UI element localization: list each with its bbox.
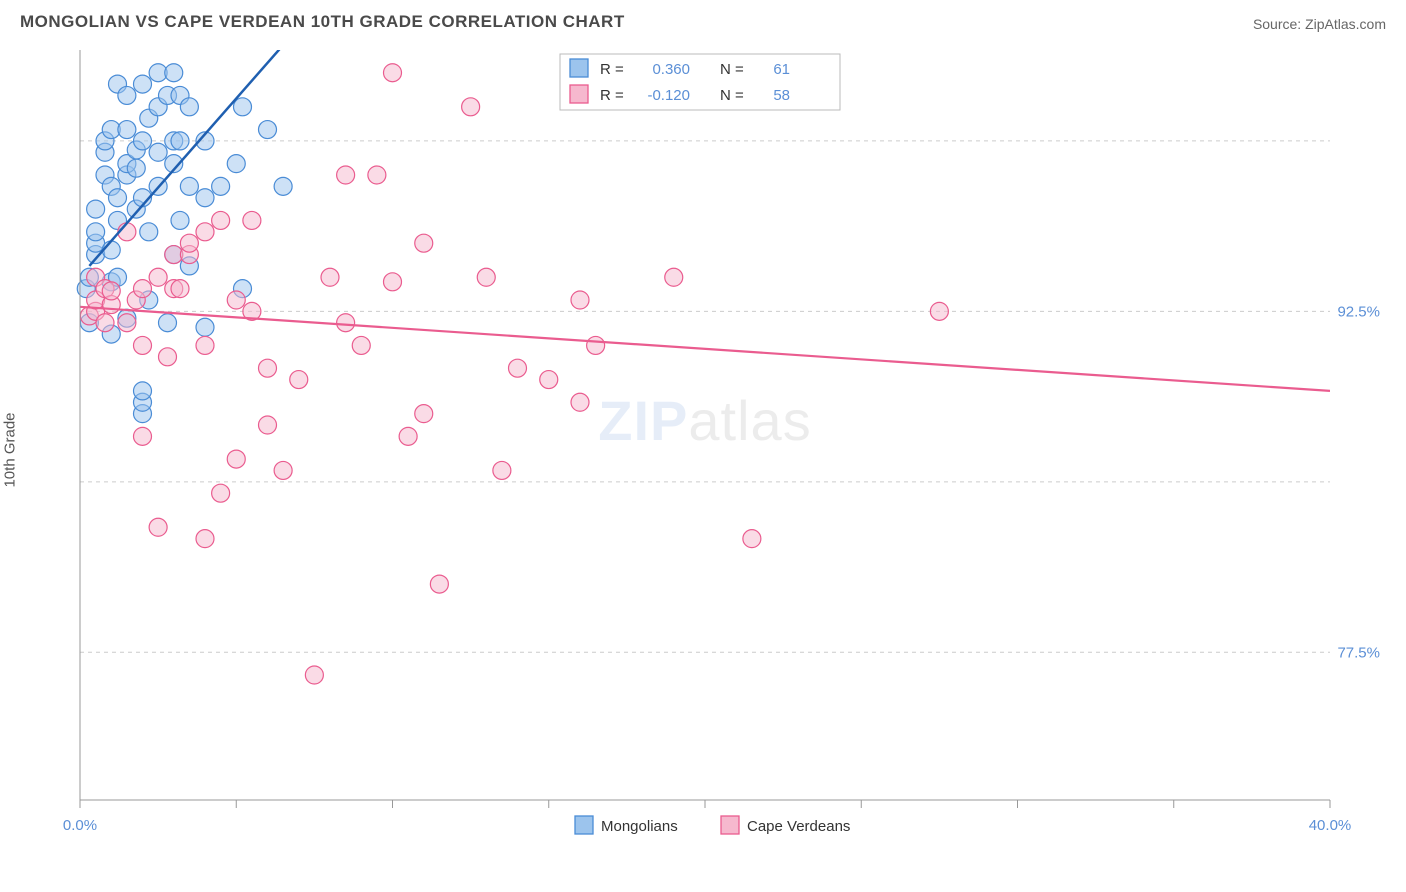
data-point: [165, 64, 183, 82]
data-point: [118, 86, 136, 104]
data-point: [196, 189, 214, 207]
legend-swatch-icon: [570, 85, 588, 103]
data-point: [337, 314, 355, 332]
data-point: [540, 371, 558, 389]
data-point: [227, 155, 245, 173]
data-point: [665, 268, 683, 286]
data-point: [171, 132, 189, 150]
data-point: [259, 416, 277, 434]
data-point: [212, 177, 230, 195]
data-point: [212, 484, 230, 502]
svg-text:58: 58: [773, 87, 790, 104]
data-point: [259, 359, 277, 377]
svg-text:61: 61: [773, 61, 790, 78]
data-point: [134, 336, 152, 354]
data-point: [180, 98, 198, 116]
source-label: Source: ZipAtlas.com: [1253, 16, 1386, 32]
svg-text:-0.120: -0.120: [647, 87, 690, 104]
data-point: [415, 234, 433, 252]
data-point: [571, 291, 589, 309]
data-point: [149, 143, 167, 161]
data-point: [149, 268, 167, 286]
legend-label: Mongolians: [601, 818, 678, 835]
svg-text:R =: R =: [600, 61, 624, 78]
data-point: [274, 461, 292, 479]
data-point: [930, 302, 948, 320]
data-point: [212, 211, 230, 229]
legend-label: Cape Verdeans: [747, 818, 850, 835]
data-point: [109, 189, 127, 207]
data-point: [180, 234, 198, 252]
data-point: [87, 200, 105, 218]
data-point: [234, 98, 252, 116]
data-point: [171, 280, 189, 298]
data-point: [227, 291, 245, 309]
chart-container: 10th Grade 77.5%92.5%ZIPatlas0.0%40.0%R …: [20, 40, 1386, 860]
data-point: [87, 223, 105, 241]
data-point: [180, 177, 198, 195]
data-point: [196, 318, 214, 336]
y-axis-label: 10th Grade: [2, 412, 19, 487]
data-point: [430, 575, 448, 593]
data-point: [290, 371, 308, 389]
svg-text:77.5%: 77.5%: [1337, 644, 1380, 661]
data-point: [571, 393, 589, 411]
data-point: [171, 211, 189, 229]
data-point: [462, 98, 480, 116]
data-point: [227, 450, 245, 468]
data-point: [134, 75, 152, 93]
data-point: [134, 427, 152, 445]
data-point: [477, 268, 495, 286]
svg-text:N =: N =: [720, 87, 744, 104]
page-title: MONGOLIAN VS CAPE VERDEAN 10TH GRADE COR…: [20, 12, 625, 32]
data-point: [196, 223, 214, 241]
header: MONGOLIAN VS CAPE VERDEAN 10TH GRADE COR…: [0, 0, 1406, 40]
data-point: [140, 223, 158, 241]
data-point: [743, 530, 761, 548]
svg-text:40.0%: 40.0%: [1309, 817, 1352, 834]
data-point: [368, 166, 386, 184]
svg-text:R =: R =: [600, 87, 624, 104]
legend-swatch-icon: [721, 816, 739, 834]
data-point: [134, 132, 152, 150]
scatter-chart: 77.5%92.5%ZIPatlas0.0%40.0%R =0.360N =61…: [20, 40, 1386, 860]
data-point: [259, 121, 277, 139]
data-point: [196, 530, 214, 548]
data-point: [305, 666, 323, 684]
data-point: [149, 518, 167, 536]
data-point: [134, 382, 152, 400]
data-point: [118, 314, 136, 332]
svg-text:N =: N =: [720, 61, 744, 78]
data-point: [134, 280, 152, 298]
data-point: [399, 427, 417, 445]
data-point: [384, 64, 402, 82]
data-point: [321, 268, 339, 286]
data-point: [118, 121, 136, 139]
data-point: [159, 314, 177, 332]
data-point: [587, 336, 605, 354]
svg-text:0.0%: 0.0%: [63, 817, 97, 834]
data-point: [352, 336, 370, 354]
data-point: [243, 211, 261, 229]
data-point: [159, 348, 177, 366]
data-point: [415, 405, 433, 423]
data-point: [102, 282, 120, 300]
data-point: [337, 166, 355, 184]
data-point: [493, 461, 511, 479]
legend-swatch-icon: [570, 59, 588, 77]
data-point: [274, 177, 292, 195]
data-point: [127, 159, 145, 177]
legend-swatch-icon: [575, 816, 593, 834]
data-point: [509, 359, 527, 377]
data-point: [96, 314, 114, 332]
data-point: [196, 336, 214, 354]
data-point: [384, 273, 402, 291]
svg-text:92.5%: 92.5%: [1337, 303, 1380, 320]
svg-text:0.360: 0.360: [652, 61, 690, 78]
